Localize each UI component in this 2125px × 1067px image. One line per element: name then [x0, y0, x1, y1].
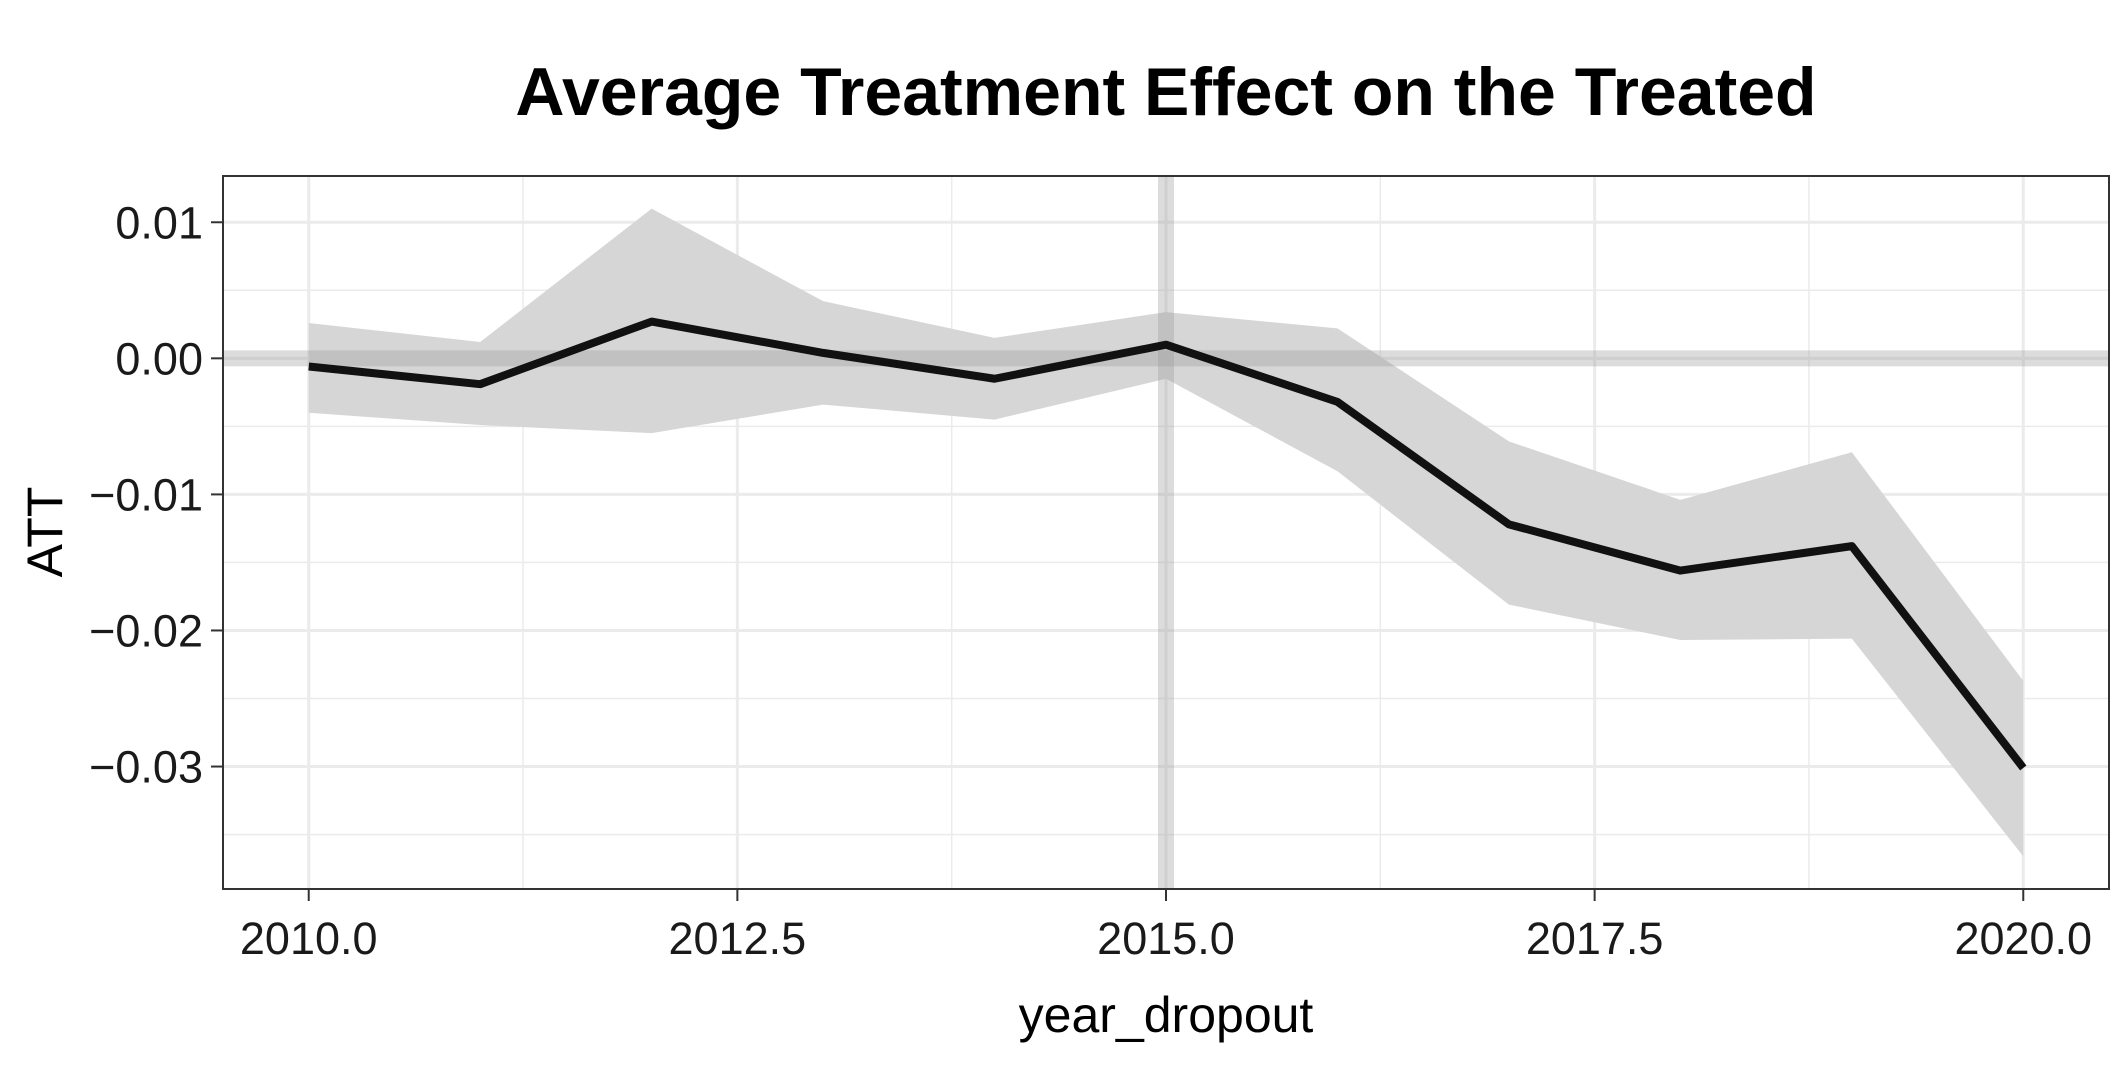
ribbon-layer: [308, 208, 2024, 857]
y-axis-title: ATT: [17, 487, 73, 578]
confidence-band: [308, 208, 2024, 857]
x-tick-label: 2010.0: [240, 913, 378, 964]
y-axis: 0.01 0.00 −0.01 −0.02 −0.03: [89, 197, 223, 793]
x-tick-label: 2012.5: [669, 913, 807, 964]
series-line: [308, 317, 2027, 771]
y-tick-label: −0.02: [89, 605, 203, 656]
x-tick-label: 2020.0: [1954, 913, 2092, 964]
y-tick-label: −0.03: [89, 742, 203, 793]
y-tick-label: −0.01: [89, 469, 203, 520]
y-tick-label: 0.01: [115, 197, 203, 248]
x-axis: 2010.0 2012.5 2015.0 2017.5 2020.0: [240, 889, 2092, 964]
y-tick-label: 0.00: [115, 333, 203, 384]
x-tick-label: 2015.0: [1097, 913, 1235, 964]
x-axis-title: year_dropout: [1019, 987, 1314, 1043]
x-tick-label: 2017.5: [1526, 913, 1664, 964]
reference-lines: [223, 176, 2109, 889]
series-layer: [308, 317, 2027, 771]
chart-title: Average Treatment Effect on the Treated: [515, 54, 1816, 130]
